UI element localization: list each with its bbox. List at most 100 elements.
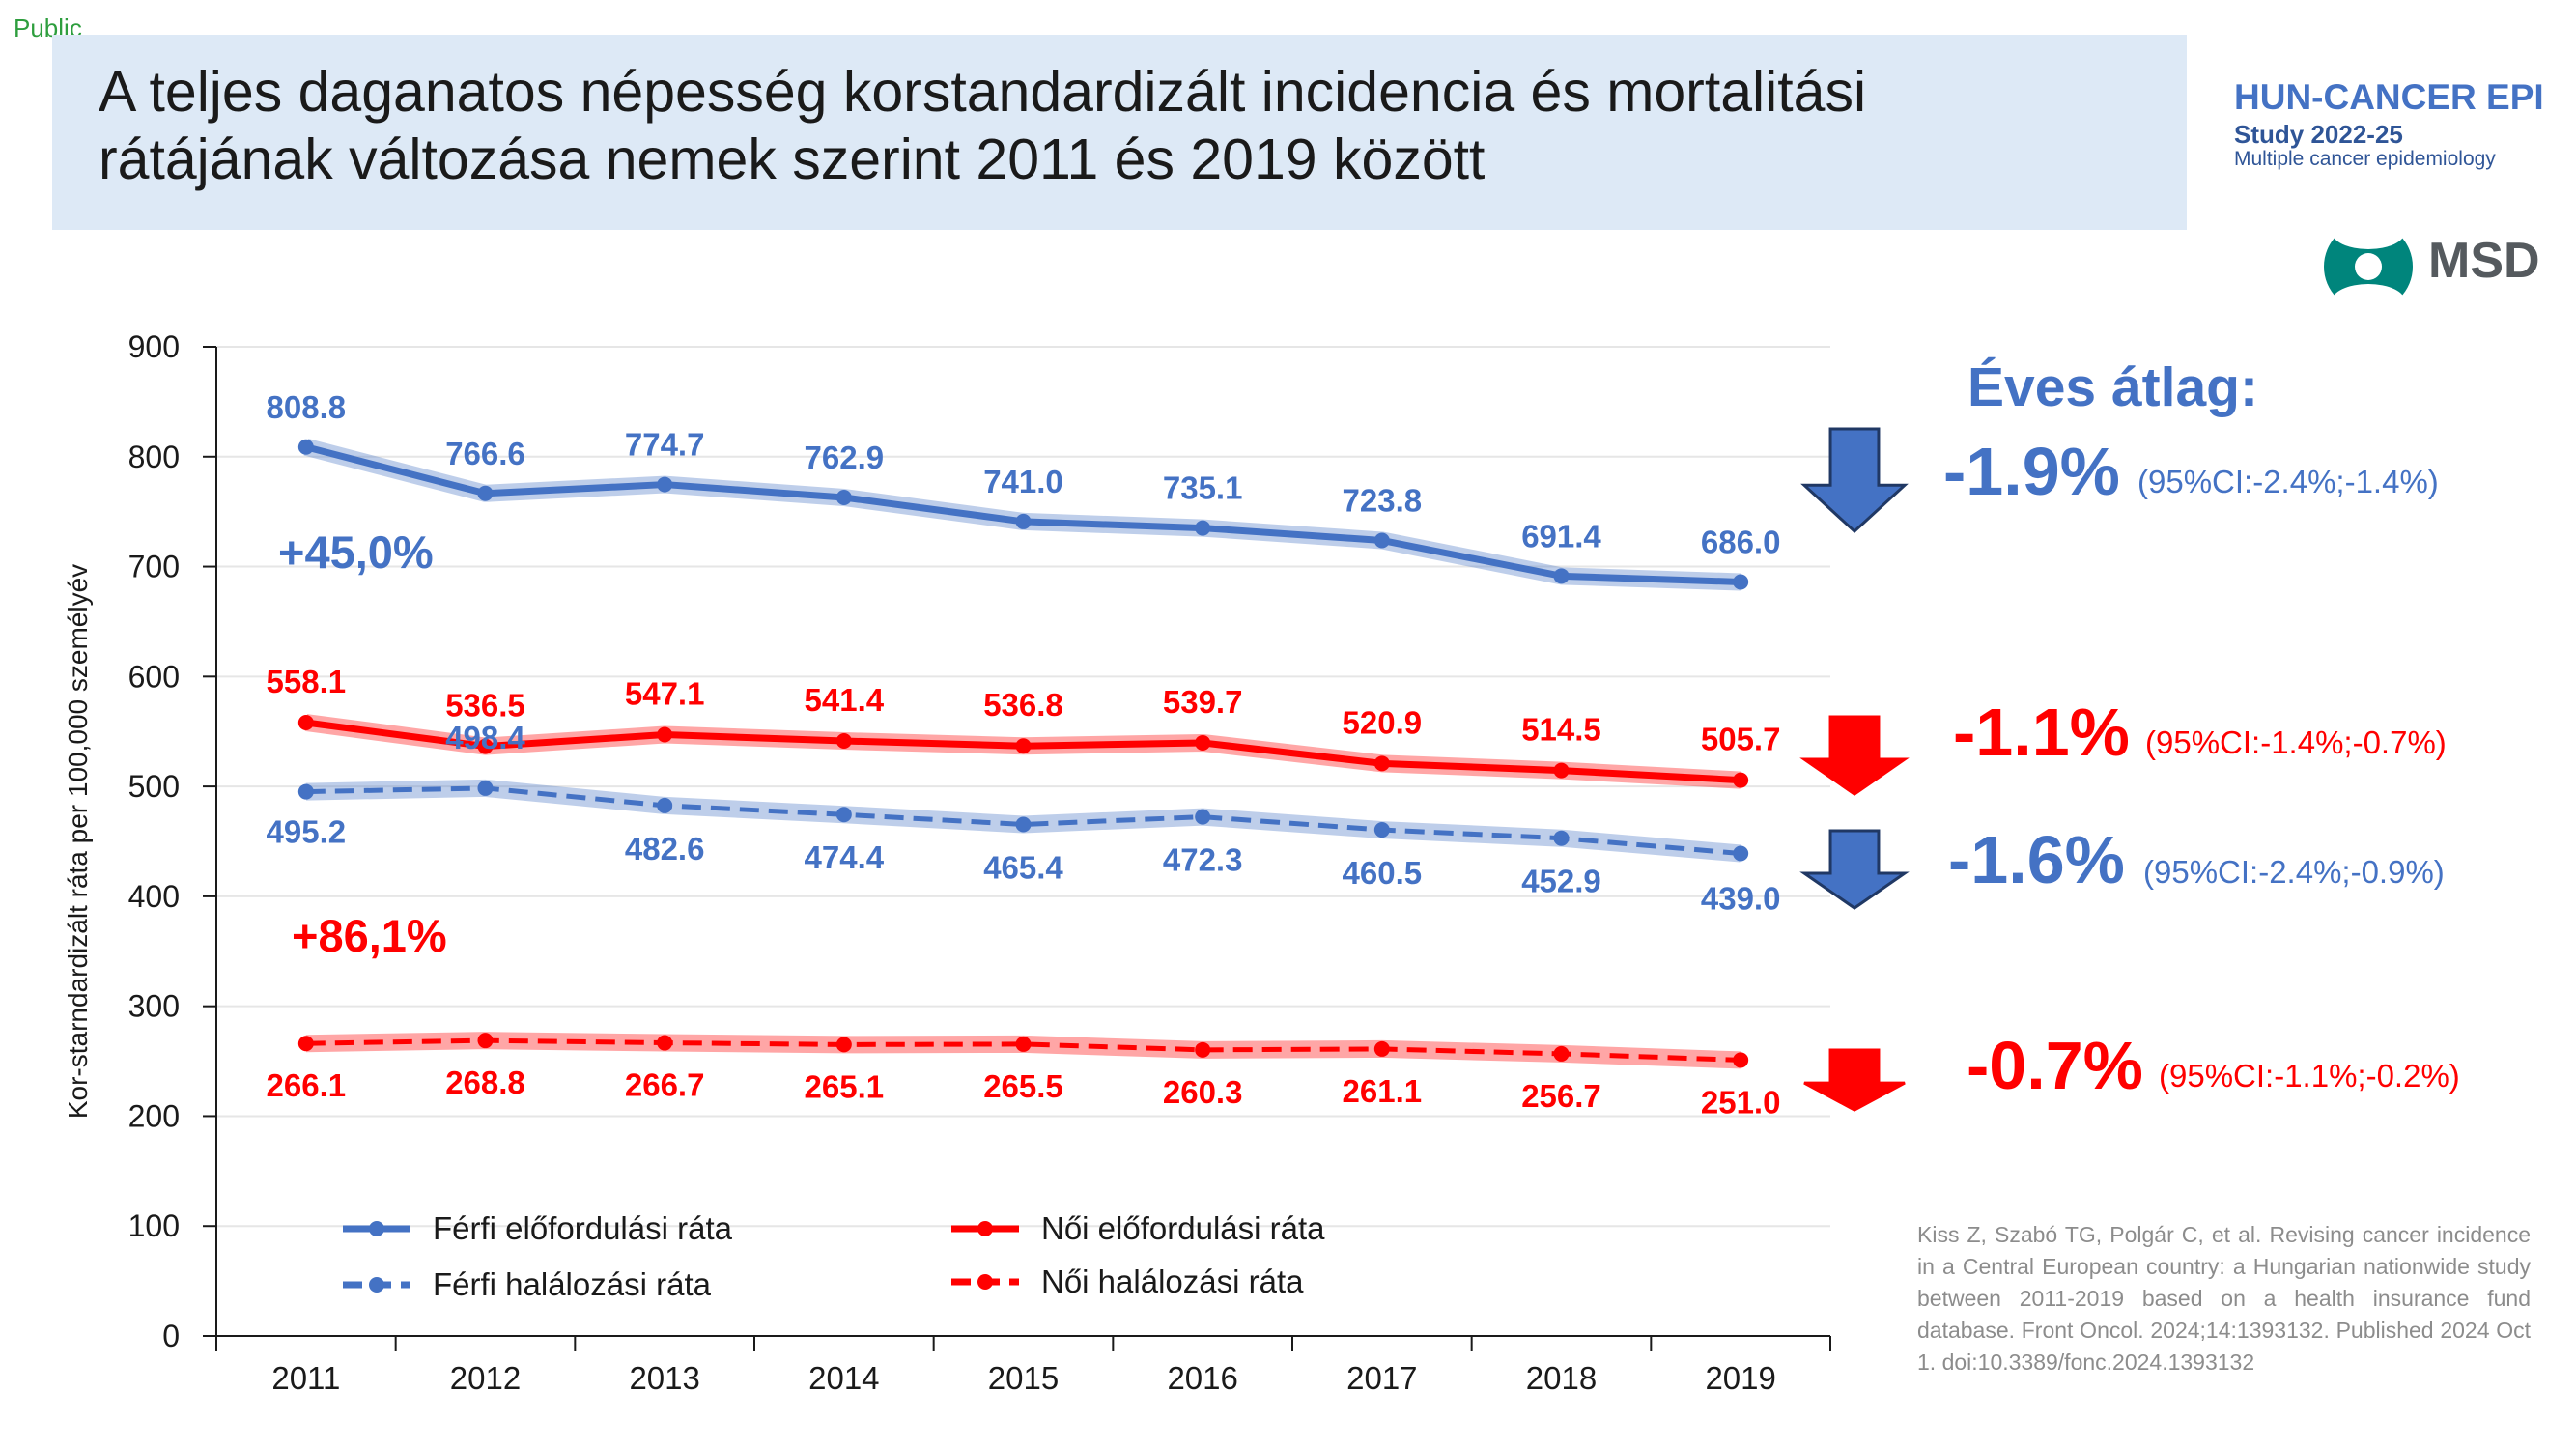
y-tick-label: 200 (128, 1098, 180, 1133)
data-label: 547.1 (625, 676, 705, 712)
series-0-point (1015, 513, 1032, 529)
y-tick-label: 300 (128, 989, 180, 1024)
series-0-point (1373, 532, 1390, 549)
legend-marker (977, 1221, 993, 1236)
x-tick-label: 2013 (629, 1360, 699, 1396)
series-1-point (477, 780, 494, 796)
series-0-point (297, 439, 314, 455)
series-2-point (477, 738, 494, 754)
legend-marker (369, 1277, 384, 1293)
series-2-point (1015, 738, 1032, 754)
series-3-point (1553, 1045, 1570, 1062)
y-tick-label: 100 (128, 1208, 180, 1243)
x-tick-label: 2014 (808, 1360, 879, 1396)
trend-ci-female-incidence: (95%CI:-1.4%;-0.7%) (2145, 724, 2447, 760)
series-1-point (1015, 816, 1032, 833)
data-label: 536.5 (445, 688, 525, 724)
data-label: 261.1 (1343, 1073, 1423, 1109)
female-ratio-annotation: +86,1% (292, 910, 447, 961)
hun-cancer-logo: HUN-CANCER EPI (2234, 77, 2544, 117)
data-label: 460.5 (1343, 855, 1423, 891)
data-label: 251.0 (1701, 1084, 1781, 1120)
trend-ci-male-mortality: (95%CI:-2.4%;-0.9%) (2143, 854, 2445, 890)
data-label: 520.9 (1343, 704, 1423, 740)
title-banner: A teljes daganatos népesség korstandardi… (52, 35, 2187, 230)
series-0-point (1733, 574, 1749, 590)
series-3-point (657, 1035, 673, 1051)
data-label: 735.1 (1163, 470, 1243, 506)
data-label: 465.4 (983, 849, 1063, 885)
x-tick-label: 2016 (1167, 1360, 1237, 1396)
data-label: 514.5 (1521, 712, 1601, 748)
title-line-1: A teljes daganatos népesség korstandardi… (99, 60, 1867, 124)
title-line-2: rátájának változása nemek szerint 2011 é… (99, 128, 1486, 191)
series-1-point (1733, 845, 1749, 862)
msd-logo-icon (2324, 220, 2413, 313)
data-label: 741.0 (983, 464, 1063, 499)
series-1-point (657, 797, 673, 813)
data-label: 536.8 (983, 687, 1063, 723)
trend-pct-female-mortality: -0.7% (1967, 1028, 2143, 1103)
series-1-point (1553, 830, 1570, 846)
data-label: 474.4 (805, 839, 885, 875)
legend-label: Női halálozási ráta (1041, 1264, 1304, 1299)
data-label: 505.7 (1701, 722, 1781, 757)
series-3-point (1373, 1040, 1390, 1057)
msd-logo-text: MSD (2428, 233, 2540, 289)
series-0-point (1553, 568, 1570, 584)
male-ratio-annotation: +45,0% (278, 526, 434, 578)
trend-pct-female-incidence: -1.1% (1953, 695, 2130, 770)
series-3-point (1015, 1036, 1032, 1052)
x-tick-label: 2018 (1526, 1360, 1597, 1396)
data-label: 265.5 (983, 1068, 1063, 1104)
data-label: 482.6 (625, 831, 705, 867)
series-1-point (835, 807, 852, 823)
series-1-point (1195, 809, 1211, 825)
series-2-point (657, 726, 673, 743)
y-tick-label: 900 (128, 329, 180, 364)
series-2-point (1553, 762, 1570, 779)
series-3-line (305, 1037, 1741, 1063)
data-label: 691.4 (1521, 518, 1601, 554)
y-tick-label: 600 (128, 659, 180, 694)
x-tick-label: 2011 (271, 1360, 340, 1396)
y-tick-label: 500 (128, 769, 180, 804)
x-tick-label: 2015 (988, 1360, 1059, 1396)
y-tick-label: 800 (128, 440, 180, 474)
series-0-point (1195, 520, 1211, 536)
red-down-arrow-icon (1799, 715, 1910, 796)
study-subtitle: Multiple cancer epidemiology (2234, 148, 2496, 170)
y-tick-label: 0 (162, 1319, 180, 1353)
series-1-line (305, 785, 1741, 857)
data-label: 686.0 (1701, 524, 1781, 559)
blue-down-arrow-icon (1799, 829, 1910, 910)
series-3-point (1733, 1052, 1749, 1068)
trend-ci-female-mortality: (95%CI:-1.1%;-0.2%) (2159, 1058, 2460, 1094)
legend-marker (977, 1274, 993, 1290)
data-label: 723.8 (1343, 482, 1423, 518)
data-label: 256.7 (1521, 1078, 1601, 1114)
trend-pct-male-mortality: -1.6% (1948, 822, 2125, 897)
series-0-point (835, 489, 852, 505)
data-label: 766.6 (445, 436, 525, 471)
y-axis-title: Kor-starndardizált ráta per 100,000 szem… (63, 564, 93, 1119)
data-label: 472.3 (1163, 842, 1243, 878)
data-label: 452.9 (1521, 864, 1601, 899)
data-label: 808.8 (267, 389, 347, 425)
x-tick-label: 2012 (450, 1360, 521, 1396)
data-label: 498.4 (445, 720, 525, 755)
red-down-arrow-icon (1803, 1048, 1906, 1112)
series-3-point (477, 1033, 494, 1049)
x-tick-label: 2019 (1705, 1360, 1775, 1396)
data-label: 495.2 (267, 814, 347, 850)
series-2-point (297, 715, 314, 731)
blue-down-arrow-icon (1800, 427, 1909, 534)
data-label: 266.1 (267, 1067, 347, 1103)
data-label: 260.3 (1163, 1074, 1243, 1110)
page-title: A teljes daganatos népesség korstandardi… (99, 58, 2166, 193)
series-3-point (297, 1036, 314, 1052)
data-label: 266.7 (625, 1067, 705, 1103)
series-2-point (1373, 755, 1390, 772)
trend-pct-male-incidence: -1.9% (1943, 434, 2120, 509)
